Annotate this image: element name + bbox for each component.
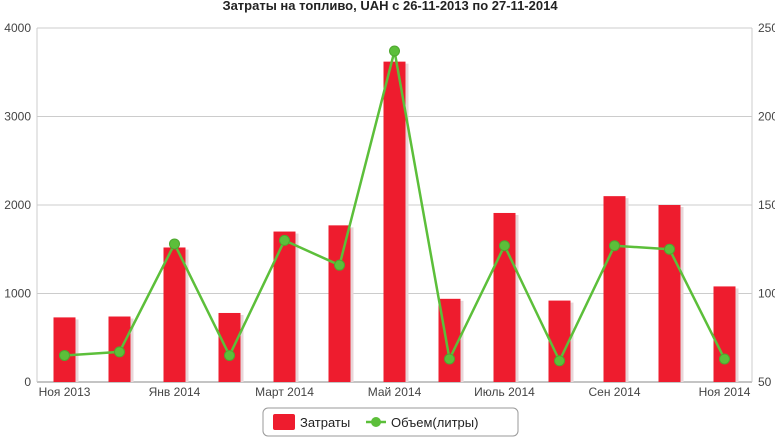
legend-label-volume: Объем(литры) [391,415,478,430]
bar[interactable] [53,317,76,382]
legend-item-volume[interactable]: Объем(литры) [366,415,478,430]
x-axis: Ноя 2013 Янв 2014 Март 2014 Май 2014 Июль 20… [39,385,751,399]
legend-bar-swatch [273,414,295,430]
legend-item-costs[interactable]: Затраты [273,414,350,430]
bar[interactable] [548,300,571,382]
line-point[interactable] [279,234,290,246]
y-axis-left: 0 1000 2000 3000 4000 [4,21,31,389]
bar[interactable] [218,312,241,382]
line-point[interactable] [719,353,730,365]
y-left-tick-label: 3000 [4,110,31,124]
bar[interactable] [163,247,186,382]
line-point[interactable] [664,243,675,255]
line-point[interactable] [224,349,235,361]
y-left-tick-label: 1000 [4,287,31,301]
line-point[interactable] [169,238,180,250]
line-series-volume[interactable] [59,45,730,367]
y-right-tick-label: 200 [758,110,775,124]
bar[interactable] [273,231,296,382]
legend-label-costs: Затраты [300,415,350,430]
line-point[interactable] [554,355,565,367]
line-point[interactable] [334,259,345,271]
x-tick-label: Ноя 2014 [699,385,751,399]
y-right-tick-label: 100 [758,287,775,301]
bar[interactable] [383,61,406,382]
y-left-tick-label: 2000 [4,198,31,212]
bar-series-costs[interactable] [53,61,739,382]
bar[interactable] [658,205,681,382]
y-right-tick-label: 50 [758,375,772,389]
legend[interactable]: Затраты Объем(литры) [262,407,519,437]
line-point[interactable] [389,45,400,57]
legend-box [262,407,519,437]
bar[interactable] [438,298,461,382]
y-axis-right: 50 100 150 200 250 [758,21,775,389]
y-right-tick-label: 250 [758,21,775,35]
bar[interactable] [328,225,351,382]
bar[interactable] [603,196,626,382]
y-left-tick-label: 0 [24,375,31,389]
line-point[interactable] [499,240,510,252]
line-point[interactable] [444,353,455,365]
x-tick-label: Ноя 2013 [39,385,91,399]
x-tick-label: Янв 2014 [149,385,201,399]
bar[interactable] [493,212,516,382]
line-point[interactable] [609,240,620,252]
chart-title: Затраты на топливо, UAH с 26-11-2013 по … [222,0,558,13]
bar[interactable] [713,286,736,382]
y-left-tick-label: 4000 [4,21,31,35]
x-tick-label: Май 2014 [368,385,422,399]
x-tick-label: Сен 2014 [589,385,641,399]
line-point[interactable] [59,349,70,361]
x-tick-label: Июль 2014 [474,385,535,399]
line-point[interactable] [114,346,125,358]
y-right-tick-label: 150 [758,198,775,212]
legend-line-marker [371,417,381,427]
x-tick-label: Март 2014 [255,385,314,399]
